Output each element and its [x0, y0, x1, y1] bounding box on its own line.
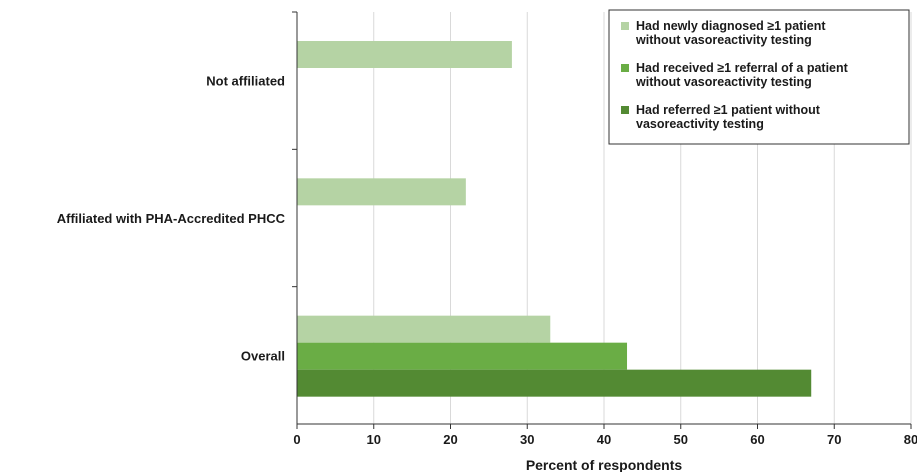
- tick-labels: 0 10 20 30 40 50 60 70 80: [293, 432, 917, 447]
- legend-label: Had newly diagnosed ≥1 patient: [636, 19, 826, 33]
- category-labels: Not affiliated Affiliated with PHA-Accred…: [57, 74, 286, 364]
- x-tick-label: 30: [520, 432, 534, 447]
- bar: [297, 369, 812, 397]
- legend-label: without vasoreactivity testing: [635, 75, 812, 89]
- x-tick-label: 0: [293, 432, 300, 447]
- category-label: Not affiliated: [206, 74, 285, 89]
- bar: [297, 41, 512, 68]
- category-label: Overall: [241, 348, 285, 363]
- bar: [297, 178, 466, 206]
- legend-label: Had referred ≥1 patient without: [636, 103, 821, 117]
- axes: [292, 11, 912, 429]
- x-tick-label: 50: [674, 432, 688, 447]
- legend-swatch: [621, 64, 629, 72]
- legend-label: without vasoreactivity testing: [635, 33, 812, 47]
- legend-box: [608, 9, 910, 145]
- x-tick-label: 20: [443, 432, 457, 447]
- x-axis-title: Percent of respondents: [526, 457, 683, 472]
- legend-label: vasoreactivity testing: [636, 117, 764, 131]
- x-tick-label: 10: [367, 432, 381, 447]
- legend-swatch: [621, 22, 629, 30]
- x-tick-label: 40: [597, 432, 611, 447]
- x-tick-label: 80: [904, 432, 917, 447]
- legend-swatch: [621, 106, 629, 114]
- legend-label: Had received ≥1 referral of a patient: [636, 61, 849, 75]
- bar: [297, 315, 551, 343]
- x-tick-label: 70: [827, 432, 841, 447]
- x-tick-label: 60: [750, 432, 764, 447]
- bar: [297, 342, 628, 370]
- category-label: Affiliated with PHA-Accredited PHCC: [57, 211, 286, 226]
- bars: [297, 41, 812, 397]
